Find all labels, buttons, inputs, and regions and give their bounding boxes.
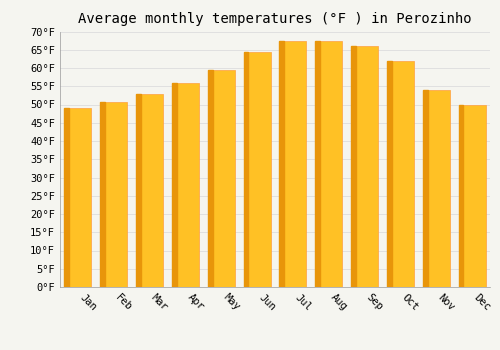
Bar xyxy=(423,90,450,287)
Bar xyxy=(458,105,464,287)
Bar xyxy=(208,70,234,287)
Bar xyxy=(387,62,414,287)
Title: Average monthly temperatures (°F ) in Perozinho: Average monthly temperatures (°F ) in Pe… xyxy=(78,12,472,26)
Bar xyxy=(316,41,342,287)
Bar xyxy=(387,62,392,287)
Bar xyxy=(136,94,163,287)
Bar xyxy=(280,41,284,287)
Bar xyxy=(423,90,428,287)
Bar xyxy=(244,51,270,287)
Bar xyxy=(64,108,70,287)
Bar xyxy=(100,102,105,287)
Bar xyxy=(351,46,356,287)
Bar xyxy=(458,105,485,287)
Bar xyxy=(100,102,127,287)
Bar xyxy=(136,94,141,287)
Bar xyxy=(172,83,199,287)
Bar xyxy=(351,46,378,287)
Bar xyxy=(172,83,177,287)
Bar xyxy=(244,51,248,287)
Bar xyxy=(208,70,212,287)
Bar xyxy=(280,41,306,287)
Bar xyxy=(64,108,92,287)
Bar xyxy=(316,41,320,287)
